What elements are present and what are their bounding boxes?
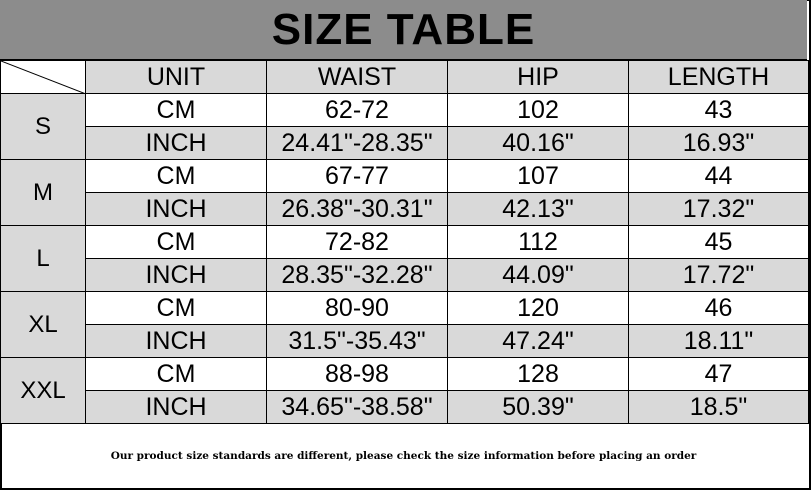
length-cell: 17.32" <box>628 192 809 226</box>
hip-cell: 107 <box>447 159 629 193</box>
hip-cell: 42.13" <box>447 192 629 226</box>
hip-cell: 102 <box>447 93 629 127</box>
hip-cell: 40.16" <box>447 126 629 160</box>
diagonal-line <box>1 61 84 93</box>
table-row-inch: INCH 24.41"-28.35" 40.16" 16.93" <box>1 126 809 160</box>
unit-cell: INCH <box>85 126 267 160</box>
unit-cell: INCH <box>85 258 267 292</box>
unit-cell: CM <box>85 159 267 193</box>
waist-cell: 24.41"-28.35" <box>266 126 448 160</box>
table-row-cm: M CM 67-77 107 44 <box>0 159 809 226</box>
hip-cell: 44.09" <box>447 258 629 292</box>
footer-note: Our product size standards are different… <box>110 449 697 462</box>
unit-cell: INCH <box>85 324 267 358</box>
size-label: L <box>0 225 86 292</box>
page-title: SIZE TABLE <box>0 0 807 60</box>
column-header-unit: UNIT <box>85 60 267 94</box>
unit-cell: CM <box>85 93 267 127</box>
hip-cell: 128 <box>447 357 629 391</box>
table-row-inch: INCH 26.38"-30.31" 42.13" 17.32" <box>1 192 809 226</box>
corner-cell <box>0 60 86 94</box>
header-row: UNIT WAIST HIP LENGTH <box>0 60 809 94</box>
size-label: XL <box>0 291 86 358</box>
hip-cell: 47.24" <box>447 324 629 358</box>
size-label: S <box>0 93 86 160</box>
waist-cell: 31.5"-35.43" <box>266 324 448 358</box>
hip-cell: 120 <box>447 291 629 325</box>
table-row-inch: INCH 28.35"-32.28" 44.09" 17.72" <box>1 258 809 292</box>
length-cell: 17.72" <box>628 258 809 292</box>
unit-cell: INCH <box>85 390 267 424</box>
size-label: XXL <box>0 357 86 424</box>
column-header-hip: HIP <box>447 60 629 94</box>
unit-cell: CM <box>85 225 267 259</box>
length-cell: 45 <box>628 225 809 259</box>
length-cell: 16.93" <box>628 126 809 160</box>
waist-cell: 28.35"-32.28" <box>266 258 448 292</box>
waist-cell: 62-72 <box>266 93 448 127</box>
length-cell: 43 <box>628 93 809 127</box>
waist-cell: 80-90 <box>266 291 448 325</box>
unit-cell: INCH <box>85 192 267 226</box>
waist-cell: 67-77 <box>266 159 448 193</box>
column-header-length: LENGTH <box>628 60 809 94</box>
unit-cell: CM <box>85 357 267 391</box>
table-row-cm: S CM 62-72 102 43 <box>0 93 809 160</box>
length-cell: 18.5" <box>628 390 809 424</box>
table-row-cm: L CM 72-82 112 45 <box>0 225 809 292</box>
table-row-cm: XL CM 80-90 120 46 <box>0 291 809 358</box>
hip-cell: 112 <box>447 225 629 259</box>
hip-cell: 50.39" <box>447 390 629 424</box>
length-cell: 46 <box>628 291 809 325</box>
length-cell: 47 <box>628 357 809 391</box>
waist-cell: 88-98 <box>266 357 448 391</box>
size-label: M <box>0 159 86 226</box>
length-cell: 44 <box>628 159 809 193</box>
waist-cell: 26.38"-30.31" <box>266 192 448 226</box>
waist-cell: 34.65"-38.58" <box>266 390 448 424</box>
table-row-inch: INCH 34.65"-38.58" 50.39" 18.5" <box>1 390 809 424</box>
size-table: UNIT WAIST HIP LENGTH S CM 62-72 102 43 INCH 2… <box>0 60 809 424</box>
column-header-waist: WAIST <box>266 60 448 94</box>
waist-cell: 72-82 <box>266 225 448 259</box>
table-row-cm: XXL CM 88-98 128 47 <box>0 357 809 424</box>
table-row-inch: INCH 31.5"-35.43" 47.24" 18.11" <box>1 324 809 358</box>
length-cell: 18.11" <box>628 324 809 358</box>
unit-cell: CM <box>85 291 267 325</box>
